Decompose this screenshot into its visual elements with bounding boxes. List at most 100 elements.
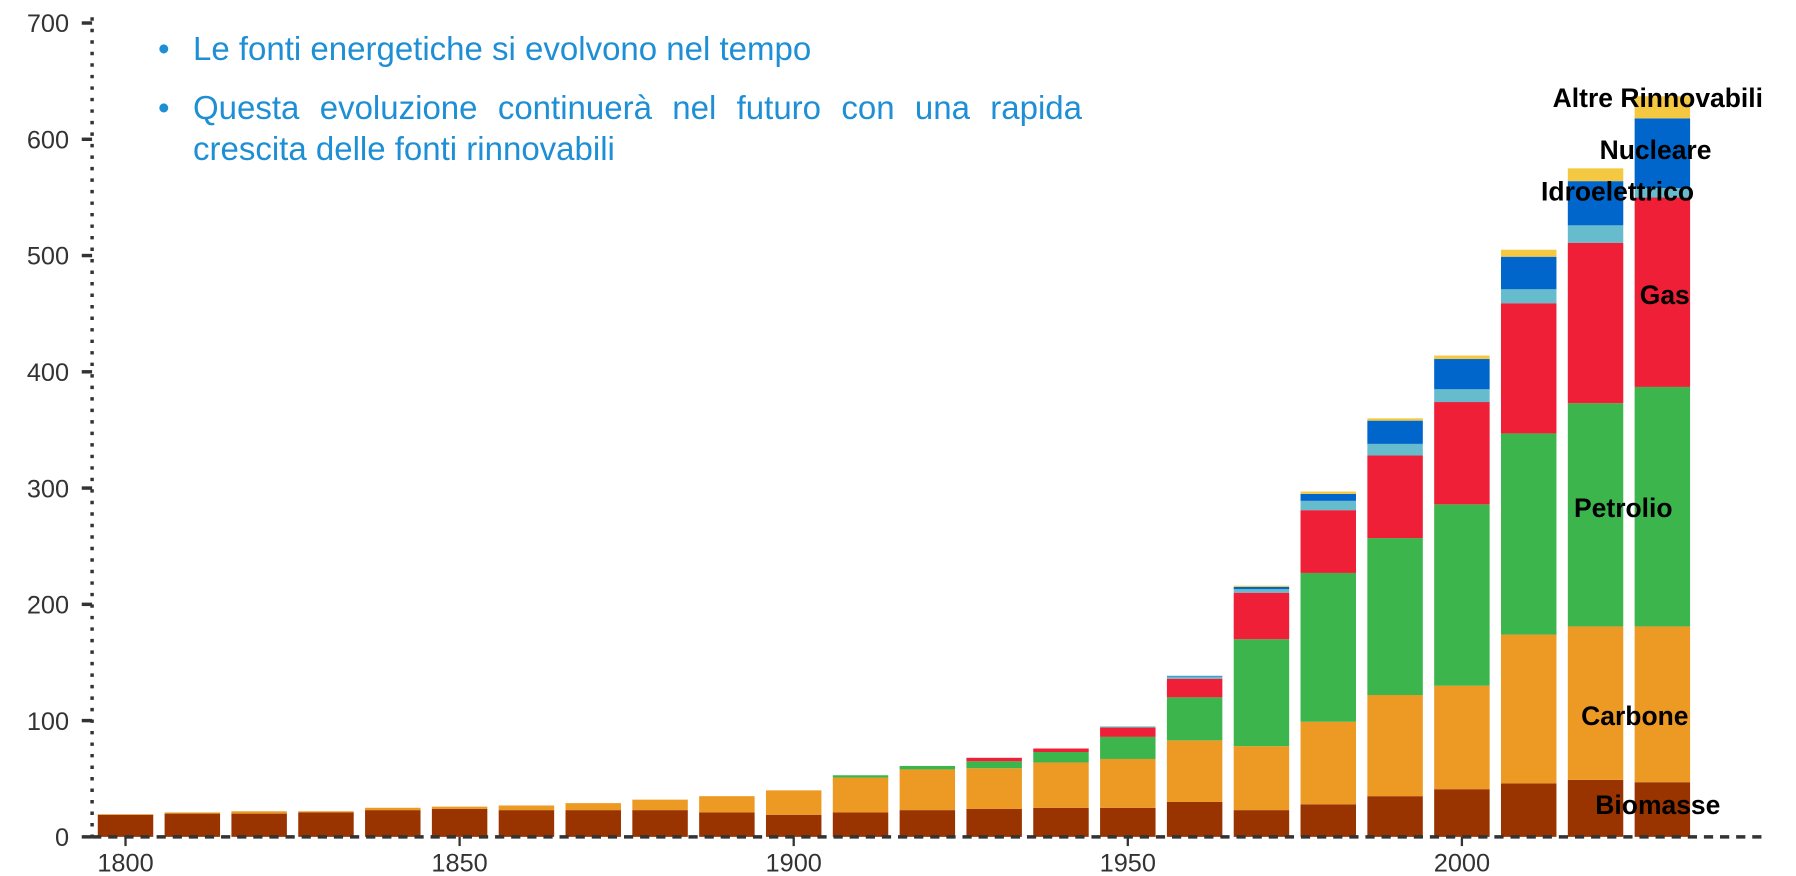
bar-segment [1567,403,1624,627]
bullet-list: Le fonti energetiche si evolvono nel tem… [152,28,1082,187]
bar-segment [1634,96,1691,119]
bar-segment [1434,359,1490,390]
bar-segment [699,812,755,837]
bar-segment [1434,504,1490,686]
bar-segment [1033,762,1089,808]
bar-segment [1233,810,1290,837]
bar-segment [298,811,354,813]
bar-segment [1033,751,1089,763]
bar-segment [498,805,555,811]
y-tick-label: 0 [55,824,69,852]
x-tick-label: 1900 [766,849,822,876]
bar-segment [1567,181,1624,226]
bar-segment [832,777,889,813]
bar-segment [1567,242,1624,404]
bar-segment [97,814,154,815]
series-label: Carbone [1581,701,1688,731]
bar-segment [1567,626,1624,780]
bar-segment [1300,500,1356,511]
bar-segment [1500,289,1557,304]
y-tick-label: 400 [27,359,69,387]
series-label: Altre Rinnovabili [1553,83,1763,113]
bar-segment [1434,355,1490,360]
x-tick-label: 1850 [431,849,487,876]
bar-segment [966,808,1022,837]
x-tick-label: 1800 [97,849,153,876]
bar-segment [1100,727,1156,737]
bar-segment [97,814,154,837]
bar-segment [1166,740,1223,802]
bar-segment [1567,168,1624,182]
bar-segment [1100,736,1156,759]
bar-segment [1634,782,1691,837]
bar-segment [231,813,287,837]
bar-segment [765,790,822,815]
series-label: Idroelettrico [1541,176,1694,206]
bar-segment [298,812,354,837]
bar-segment [1233,592,1290,640]
bar-segment [498,810,555,837]
y-tick-label: 500 [27,243,69,271]
bar-segment [1300,510,1356,573]
bar-segment [164,813,221,837]
bar-segment [1434,402,1490,505]
bar-segment [1634,197,1691,387]
bar-segment [365,810,421,837]
bar-segment [966,757,1022,762]
bar-segment [1300,572,1356,722]
bar-segment [1033,807,1089,837]
bar-segment [565,803,621,811]
x-tick-label: 2000 [1434,849,1490,876]
bar-segment [1500,249,1557,257]
bar-segment [1567,779,1624,837]
bar-segment [1100,726,1156,728]
bar-segment [1033,748,1089,752]
bar-segment [699,796,755,813]
bar-segment [1166,676,1223,679]
bar-segment [1166,801,1223,837]
bar-segment [1367,695,1423,797]
bar-segment [565,810,621,837]
series-label: Gas [1640,280,1690,310]
bar-segment [899,769,956,811]
bar-segment [899,765,956,770]
y-tick-label: 600 [27,126,69,154]
bar-segment [832,812,889,837]
bar-segment [1233,746,1290,811]
bar-segment [1434,685,1490,790]
y-tick-label: 200 [27,592,69,620]
bar-segment [1500,783,1557,837]
bar-segment [1634,386,1691,627]
bar-segment [832,775,889,778]
bar-segment [966,761,1022,769]
bar-segment [1166,675,1223,677]
bar-segment [1500,634,1557,784]
bar-segment [1233,585,1290,587]
bar-segment [365,807,421,811]
bar-segment [1434,389,1490,403]
bar-segment [1233,586,1290,590]
bar-segment [765,814,822,837]
bar-segment [1100,807,1156,837]
bar-segment [1500,256,1557,290]
bar-segment [1300,491,1356,494]
bar-segment [1367,455,1423,539]
bar-segment [431,808,488,837]
y-tick-label: 100 [27,708,69,736]
bar-segment [899,810,956,837]
bar-segment [1233,639,1290,747]
bar-segment [1300,493,1356,501]
y-tick-label: 300 [27,475,69,503]
bar-segment [1300,721,1356,805]
bar-segment [1367,418,1423,421]
bar-segment [164,812,221,814]
bullet: Questa evoluzione continuerà nel futuro … [152,87,1082,169]
y-tick-label: 700 [27,10,69,38]
bar-segment [1300,804,1356,837]
bar-segment [1367,538,1423,696]
bullet: Le fonti energetiche si evolvono nel tem… [152,28,1082,69]
bar-segment [1567,225,1624,243]
bar-segment [1367,796,1423,837]
